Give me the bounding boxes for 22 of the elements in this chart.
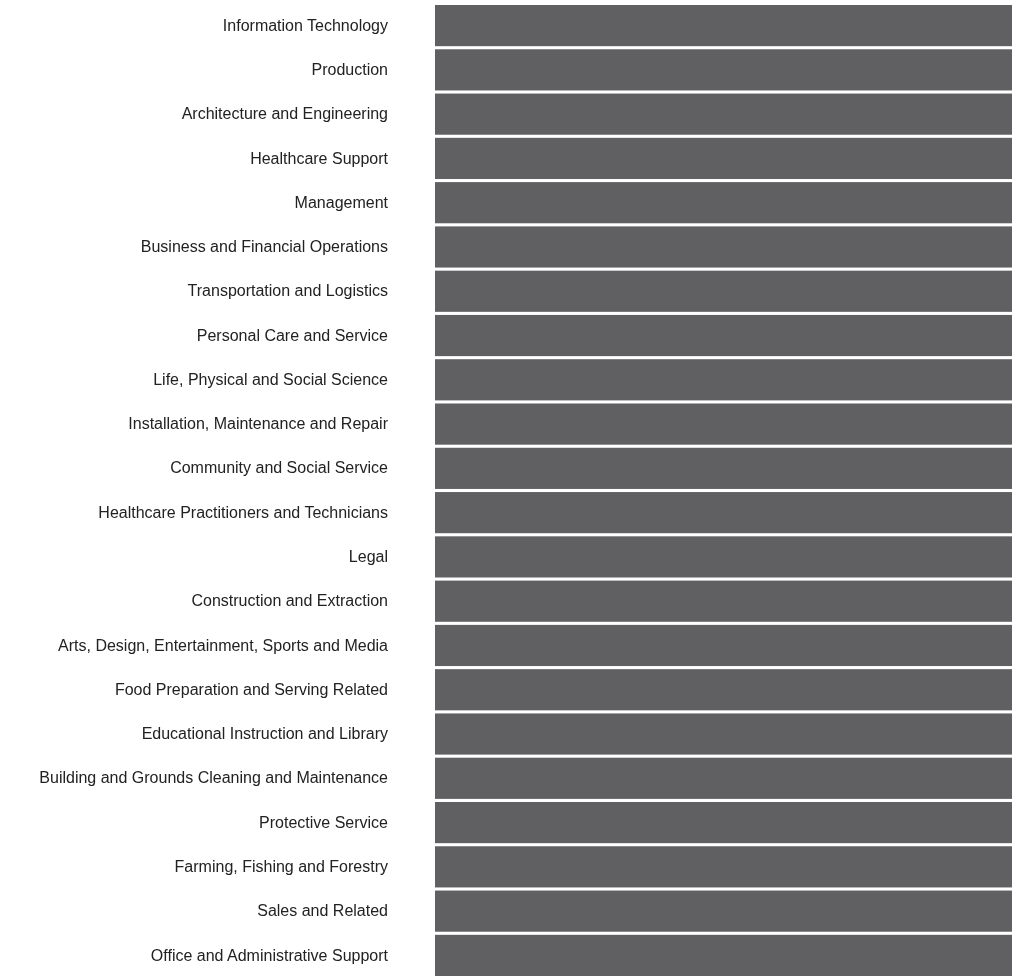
y-tick-label: Healthcare Support: [250, 149, 389, 167]
y-tick-label: Healthcare Practitioners and Technicians: [98, 503, 388, 521]
y-tick-label: Installation, Maintenance and Repair: [128, 415, 389, 433]
y-tick-label: Production: [311, 60, 388, 78]
y-tick-label: Transportation and Logistics: [187, 282, 388, 300]
y-tick-label: Farming, Fishing and Forestry: [174, 857, 388, 875]
y-tick-label: Educational Instruction and Library: [141, 725, 388, 743]
y-tick-label: Community and Social Service: [170, 459, 389, 477]
y-tick-label: Personal Care and Service: [196, 326, 389, 344]
y-tick-label: Sales and Related: [257, 902, 388, 920]
y-tick-label: Architecture and Engineering: [181, 105, 388, 123]
y-tick-label: Protective Service: [259, 813, 389, 831]
y-tick-label: Life, Physical and Social Science: [153, 370, 389, 388]
y-tick-label: Building and Grounds Cleaning and Maintenance: [39, 769, 389, 787]
y-tick-label: Legal: [348, 548, 388, 566]
y-tick-label: Construction and Extraction: [191, 592, 388, 610]
y-tick-label: Business and Financial Operations: [140, 238, 388, 256]
y-tick-label: Management: [294, 193, 389, 211]
y-tick-label: Information Technology: [222, 16, 388, 34]
y-tick-label: Food Preparation and Serving Related: [114, 680, 388, 698]
y-tick-label: Office and Administrative Support: [150, 946, 389, 964]
y-tick-label: Arts, Design, Entertainment, Sports and Media: [58, 636, 389, 654]
